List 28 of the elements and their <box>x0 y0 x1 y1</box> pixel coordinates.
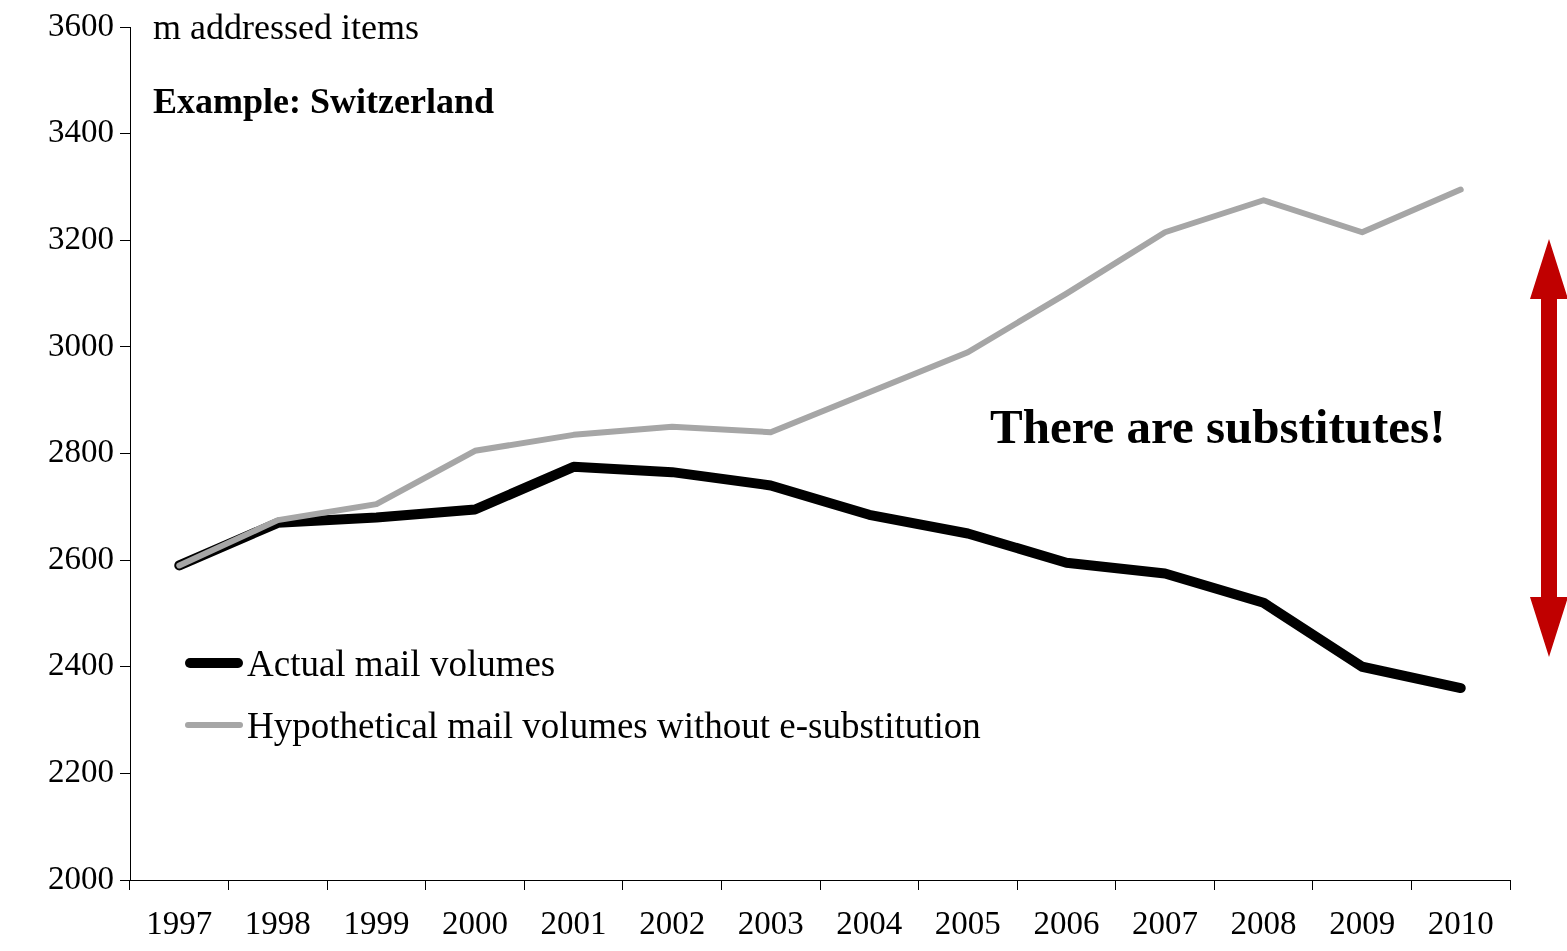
x-tick-label: 1998 <box>244 905 311 942</box>
y-tick-label: 2400 <box>48 646 114 683</box>
x-tick-label: 2007 <box>1132 905 1198 942</box>
x-tick-label: 2010 <box>1427 905 1494 942</box>
x-tick-label: 2005 <box>934 905 1001 942</box>
x-tick-label: 2006 <box>1033 905 1100 942</box>
x-tick-label: 2003 <box>737 905 804 942</box>
x-tick-label: 2008 <box>1230 905 1297 942</box>
x-tick-label: 2004 <box>836 905 903 942</box>
y-tick-label: 3600 <box>48 6 114 43</box>
y-tick-label: 2600 <box>48 539 114 576</box>
annotation: There are substitutes! <box>990 398 1446 455</box>
text: Example: Switzerland <box>153 80 494 122</box>
x-tick-label: 2001 <box>540 905 607 942</box>
legend-label: Hypothetical mail volumes without e-substitution <box>247 703 981 747</box>
y-tick-label: 3200 <box>48 219 114 256</box>
x-tick-label: 1999 <box>343 905 410 942</box>
y-tick-label: 2200 <box>48 753 114 790</box>
x-tick-label: 1997 <box>146 905 213 942</box>
y-tick-label: 3000 <box>48 326 114 363</box>
x-tick-label: 2000 <box>442 905 508 942</box>
y-tick-label: 2800 <box>48 433 114 470</box>
legend-label: Actual mail volumes <box>247 641 556 685</box>
x-tick-label: 2002 <box>639 905 706 942</box>
x-tick-label: 2009 <box>1329 905 1396 942</box>
y-tick-label: 2000 <box>48 859 114 896</box>
y-tick-label: 3400 <box>48 113 114 150</box>
chart-title: m addressed items <box>153 6 419 48</box>
